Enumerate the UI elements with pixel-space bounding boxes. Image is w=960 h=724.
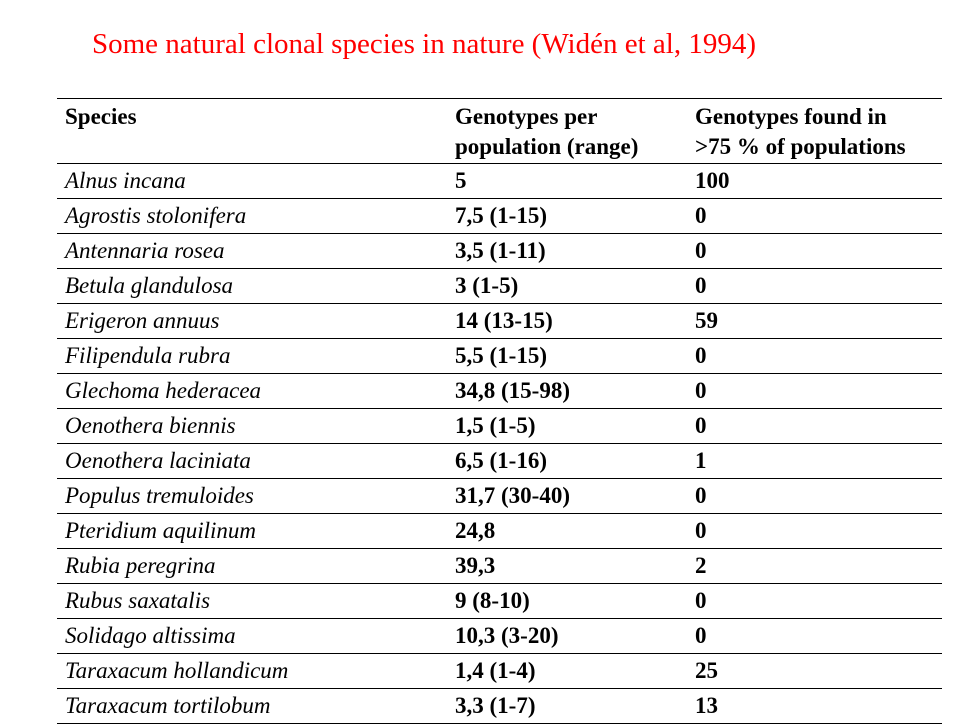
genotypes-cell: 10,3 (3-20) <box>455 623 559 648</box>
genotypes-cell: 3,5 (1-11) <box>455 238 546 263</box>
table-row: Glechoma hederacea 34,8 (15-98) 0 <box>57 373 942 409</box>
species-cell: Glechoma hederacea <box>65 378 262 403</box>
found-cell: 25 <box>695 658 718 683</box>
table-row: Rubia peregrina 39,3 2 <box>57 548 942 584</box>
genotypes-cell: 1,4 (1-4) <box>455 658 536 683</box>
table-header-row: Species Genotypes per population (range) … <box>57 98 942 164</box>
found-cell: 0 <box>695 273 707 298</box>
header-found: Genotypes found in >75 % of populations <box>687 99 942 164</box>
table-row: Agrostis stolonifera 7,5 (1-15) 0 <box>57 198 942 234</box>
table-row: Oenothera laciniata 6,5 (1-16) 1 <box>57 443 942 479</box>
genotypes-cell: 5,5 (1-15) <box>455 343 547 368</box>
table-row: Oenothera biennis 1,5 (1-5) 0 <box>57 408 942 444</box>
found-cell: 2 <box>695 553 707 578</box>
table-row: Taraxacum hollandicum 1,4 (1-4) 25 <box>57 653 942 689</box>
found-cell: 0 <box>695 378 707 403</box>
found-cell: 0 <box>695 623 707 648</box>
found-cell: 59 <box>695 308 718 333</box>
genotypes-cell: 9 (8-10) <box>455 588 530 613</box>
table-row: Erigeron annuus 14 (13-15) 59 <box>57 303 942 339</box>
genotypes-cell: 3,3 (1-7) <box>455 693 536 718</box>
species-cell: Erigeron annuus <box>65 308 220 333</box>
header-genotypes-line1: Genotypes per <box>455 104 598 129</box>
found-cell: 0 <box>695 203 707 228</box>
species-cell: Agrostis stolonifera <box>65 203 247 228</box>
species-cell: Rubus saxatalis <box>65 588 211 613</box>
genotypes-cell: 31,7 (30-40) <box>455 483 570 508</box>
genotypes-cell: 14 (13-15) <box>455 308 553 333</box>
found-cell: 0 <box>695 588 707 613</box>
header-species-label: Species <box>65 104 137 129</box>
found-cell: 0 <box>695 238 707 263</box>
found-cell: 0 <box>695 343 707 368</box>
table-row: Solidago altissima 10,3 (3-20) 0 <box>57 618 942 654</box>
genotypes-cell: 39,3 <box>455 553 496 578</box>
header-found-line2: >75 % of populations <box>695 134 906 159</box>
species-cell: Rubia peregrina <box>65 553 216 578</box>
species-cell: Betula glandulosa <box>65 273 234 298</box>
species-cell: Pteridium aquilinum <box>65 518 257 543</box>
species-cell: Solidago altissima <box>65 623 236 648</box>
found-cell: 1 <box>695 448 707 473</box>
found-cell: 100 <box>695 168 730 193</box>
species-cell: Populus tremuloides <box>65 483 254 508</box>
genotypes-cell: 1,5 (1-5) <box>455 413 536 438</box>
table-row: Antennaria rosea 3,5 (1-11) 0 <box>57 233 942 269</box>
header-genotypes-line2: population (range) <box>455 134 639 159</box>
genotypes-cell: 24,8 <box>455 518 496 543</box>
genotypes-cell: 6,5 (1-16) <box>455 448 547 473</box>
header-species: Species <box>57 99 447 164</box>
header-found-line1: Genotypes found in <box>695 104 887 129</box>
genotypes-cell: 3 (1-5) <box>455 273 519 298</box>
clonal-species-table: Species Genotypes per population (range) … <box>57 98 942 724</box>
genotypes-cell: 34,8 (15-98) <box>455 378 570 403</box>
species-cell: Filipendula rubra <box>65 343 231 368</box>
species-cell: Alnus incana <box>65 168 186 193</box>
species-cell: Taraxacum tortilobum <box>65 693 271 718</box>
table-row: Filipendula rubra 5,5 (1-15) 0 <box>57 338 942 374</box>
found-cell: 0 <box>695 518 707 543</box>
genotypes-cell: 5 <box>455 168 467 193</box>
table-row: Alnus incana 5 100 <box>57 163 942 199</box>
table-row: Rubus saxatalis 9 (8-10) 0 <box>57 583 942 619</box>
page-title: Some natural clonal species in nature (W… <box>92 28 756 60</box>
genotypes-cell: 7,5 (1-15) <box>455 203 547 228</box>
table-row: Pteridium aquilinum 24,8 0 <box>57 513 942 549</box>
table-row: Populus tremuloides 31,7 (30-40) 0 <box>57 478 942 514</box>
found-cell: 13 <box>695 693 718 718</box>
table-row: Taraxacum tortilobum 3,3 (1-7) 13 <box>57 688 942 724</box>
species-cell: Taraxacum hollandicum <box>65 658 289 683</box>
header-genotypes: Genotypes per population (range) <box>447 99 687 164</box>
table-row: Betula glandulosa 3 (1-5) 0 <box>57 268 942 304</box>
species-cell: Oenothera biennis <box>65 413 236 438</box>
species-cell: Oenothera laciniata <box>65 448 251 473</box>
found-cell: 0 <box>695 483 707 508</box>
table-body: Alnus incana 5 100 Agrostis stolonifera 7,5 … <box>57 163 942 724</box>
found-cell: 0 <box>695 413 707 438</box>
species-cell: Antennaria rosea <box>65 238 225 263</box>
